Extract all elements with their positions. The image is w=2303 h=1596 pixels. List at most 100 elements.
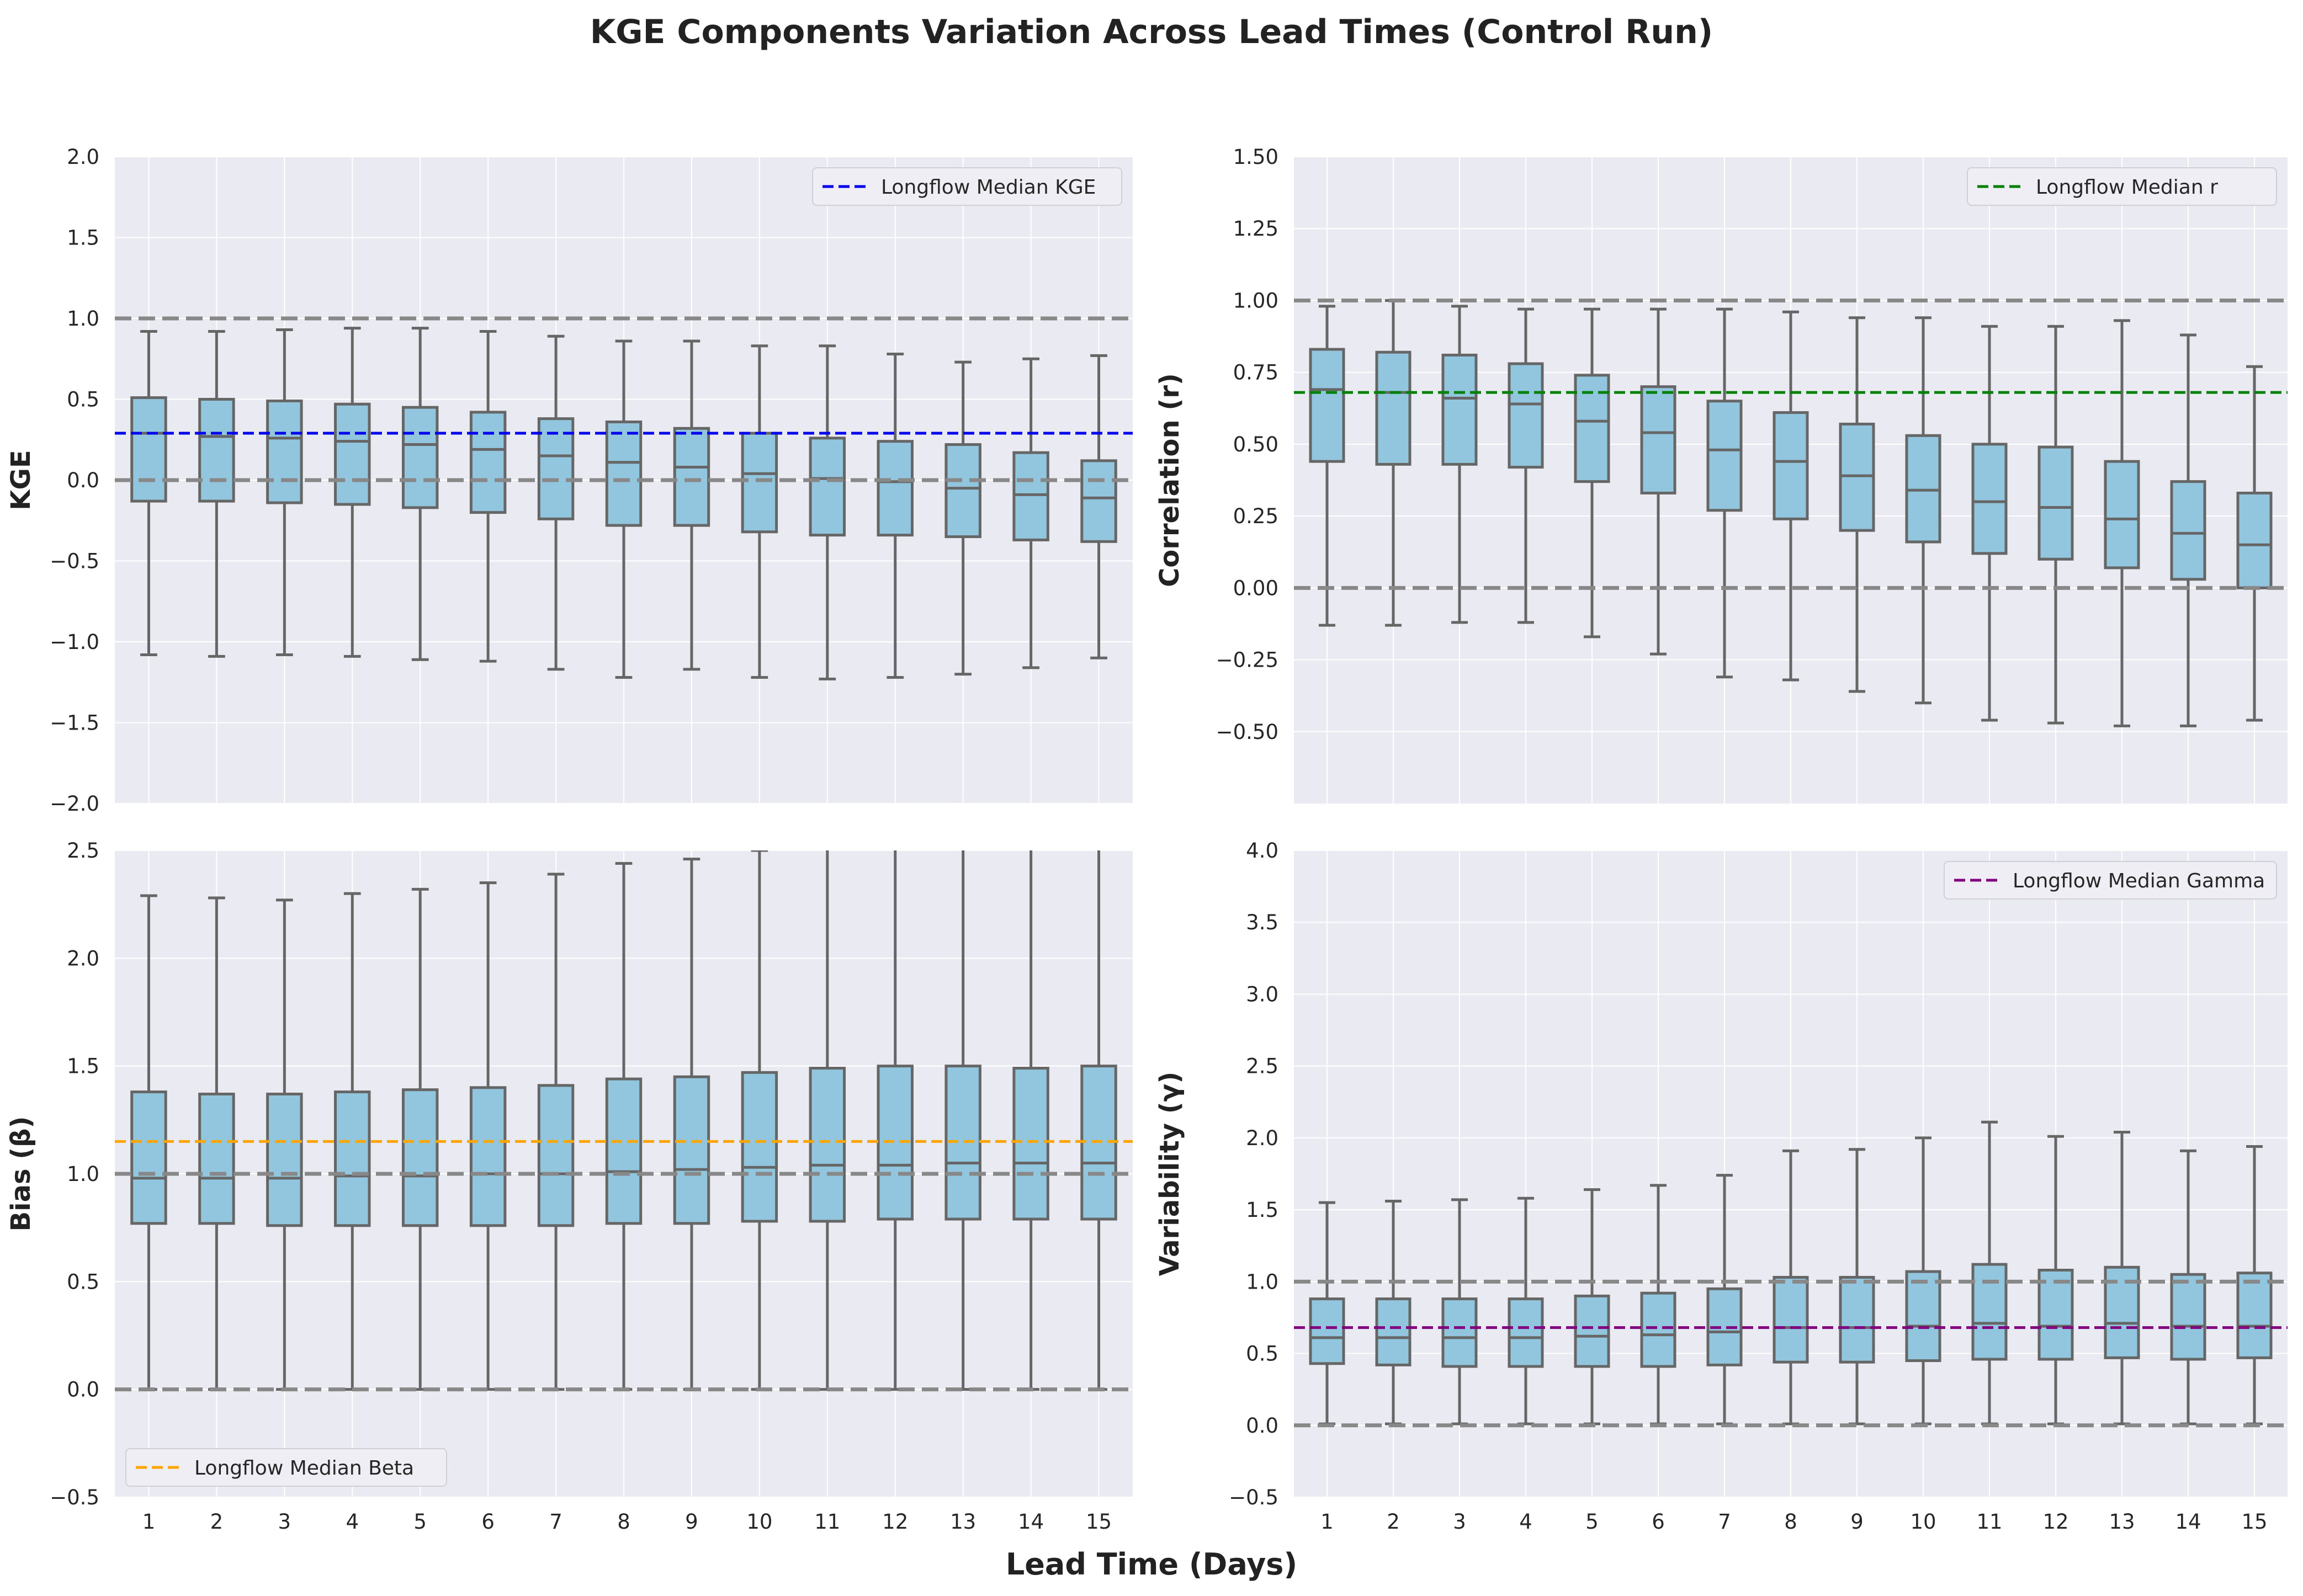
x-tick-label: 14: [2175, 1510, 2201, 1534]
x-tick-label: 15: [1086, 1510, 1112, 1534]
legend-frame: [125, 1448, 447, 1487]
box-2: [198, 329, 235, 658]
box-8: [605, 861, 643, 1391]
box-11: [1971, 324, 2008, 722]
box-8: [605, 339, 643, 679]
y-tick-label: 1.0: [1246, 1270, 1278, 1294]
box-1: [1309, 305, 1345, 627]
box-10: [741, 344, 778, 679]
iqr-box: [2037, 1268, 2074, 1361]
x-tick-label: 13: [950, 1510, 976, 1534]
y-tick-label: 0.50: [1233, 433, 1278, 456]
x-tick-label: 2: [210, 1510, 224, 1534]
y-tick-label: −1.0: [50, 630, 99, 654]
box-3: [1441, 305, 1478, 624]
y-tick-label: −0.5: [50, 550, 99, 573]
iqr-box: [1839, 1276, 1875, 1364]
iqr-box: [1309, 1297, 1345, 1365]
x-tick-label: 12: [2042, 1510, 2068, 1534]
iqr-box: [130, 396, 167, 503]
x-tick-label: 9: [685, 1510, 698, 1534]
y-tick-label: 1.5: [67, 226, 99, 250]
x-tick-label: 6: [1652, 1510, 1665, 1534]
iqr-box: [1508, 1297, 1544, 1368]
x-tick-label: 12: [882, 1510, 908, 1534]
iqr-box: [1441, 1297, 1478, 1368]
panels-group: −2.0 −1.5 −1.0 −0.5 0.0 0.5 1.0 1.5 2.0 KGE Longfl…: [6, 145, 2288, 1534]
iqr-box: [741, 432, 778, 534]
iqr-box: [2236, 1272, 2273, 1359]
iqr-box: [2037, 445, 2074, 561]
y-tick-label: 0.5: [67, 1270, 99, 1294]
iqr-box: [1971, 443, 2008, 555]
iqr-box: [673, 427, 710, 527]
iqr-box: [198, 1092, 235, 1225]
y-tick-label: 0.0: [1246, 1414, 1278, 1438]
y-tick-label: 2.5: [1246, 1055, 1278, 1078]
y-tick-label: 1.5: [67, 1055, 99, 1078]
box-4: [334, 327, 371, 658]
x-tick-label: 8: [1784, 1510, 1797, 1534]
x-tick-label: 5: [1585, 1510, 1599, 1534]
y-tick-label: −0.5: [50, 1486, 99, 1509]
x-axis-label: Lead Time (Days): [1006, 1547, 1297, 1582]
x-tick-label: 15: [2241, 1510, 2267, 1534]
box-2: [1375, 299, 1411, 627]
x-tick-label: 9: [1850, 1510, 1864, 1534]
y-tick-label: 1.00: [1233, 289, 1278, 312]
iqr-box: [944, 443, 981, 539]
iqr-box: [673, 1075, 710, 1225]
box-1: [1309, 1201, 1345, 1425]
iqr-box: [1375, 1297, 1411, 1366]
y-tick-label: 2.0: [67, 145, 99, 169]
box-12: [877, 352, 914, 679]
iqr-box: [605, 1077, 643, 1225]
x-tick-label: 4: [346, 1510, 359, 1534]
box-7: [537, 873, 575, 1391]
iqr-box: [809, 1067, 846, 1223]
box-4: [334, 892, 371, 1391]
box-11: [809, 850, 846, 1391]
iqr-box: [469, 1086, 507, 1227]
y-tick-label: 1.5: [1246, 1198, 1278, 1222]
x-tick-label: 1: [1320, 1510, 1334, 1534]
plot-content: [115, 316, 1133, 680]
y-tick-label: 0.5: [1246, 1342, 1278, 1366]
box-14: [2170, 1149, 2206, 1425]
box-14: [2170, 333, 2206, 727]
box-3: [1441, 1198, 1478, 1425]
box-1: [130, 894, 167, 1391]
box-13: [944, 360, 981, 676]
iqr-box: [2170, 1273, 2206, 1361]
legend-frame: [1944, 861, 2277, 900]
legend: Longflow Median r: [1967, 167, 2277, 206]
box-15: [1080, 354, 1117, 659]
iqr-box: [809, 437, 846, 537]
box-11: [809, 344, 846, 680]
y-tick-label: 1.25: [1233, 217, 1278, 241]
x-tick-label: 4: [1519, 1510, 1532, 1534]
box-6: [1640, 1184, 1676, 1425]
iqr-box: [2236, 491, 2273, 589]
iqr-box: [1773, 411, 1809, 520]
box-14: [1012, 850, 1049, 1391]
box-10: [1905, 1136, 1941, 1425]
legend-frame: [1967, 167, 2277, 206]
x-tick-label: 8: [617, 1510, 630, 1534]
iqr-box: [334, 402, 371, 506]
x-tick-label: 10: [1910, 1510, 1936, 1534]
box-12: [2037, 1135, 2074, 1425]
x-tick-label: 13: [2109, 1510, 2135, 1534]
y-axis-label: Bias (β): [6, 1116, 36, 1232]
y-tick-label: 2.0: [1246, 1126, 1278, 1150]
x-tick-label: 7: [549, 1510, 563, 1534]
box-4: [1508, 1196, 1544, 1425]
y-tick-label: 0.5: [67, 388, 99, 412]
y-tick-label: 0.75: [1233, 361, 1278, 385]
x-tick-label: 3: [278, 1510, 291, 1534]
iqr-box: [266, 1092, 303, 1227]
panel-kge: −2.0 −1.5 −1.0 −0.5 0.0 0.5 1.0 1.5 2.0 KGE Longfl…: [6, 145, 1133, 816]
legend: Longflow Median KGE: [812, 167, 1122, 206]
box-5: [401, 327, 439, 661]
x-tick-label: 14: [1018, 1510, 1044, 1534]
